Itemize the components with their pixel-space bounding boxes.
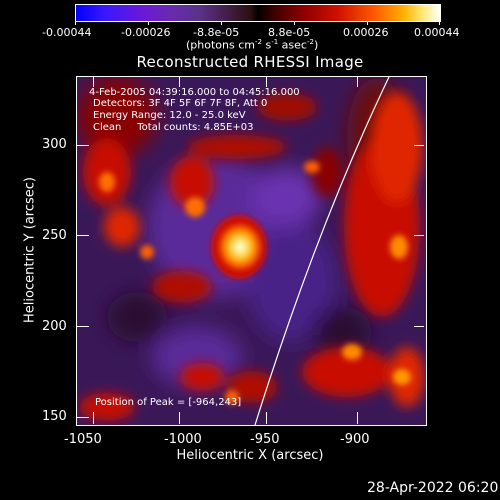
colorbar-tick bbox=[221, 21, 222, 25]
footer-timestamp: 28-Apr-2022 06:20 bbox=[367, 480, 499, 496]
units-prefix: (photons cm bbox=[186, 38, 255, 52]
colorbar-gradient bbox=[76, 5, 440, 21]
y-tick-label: 300 bbox=[42, 137, 67, 152]
y-tick bbox=[414, 145, 424, 146]
colorbar-tick-label: -8.8e-05 bbox=[193, 26, 240, 39]
colorbar-tick-label: 0.00044 bbox=[414, 26, 460, 39]
annotation-detectors: Detectors: 3F 4F 5F 6F 7F 8F, Att 0 bbox=[93, 98, 268, 109]
colorbar-tick-label: 8.8e-05 bbox=[268, 26, 311, 39]
x-tick bbox=[266, 77, 267, 87]
y-tick bbox=[77, 145, 89, 146]
y-tick bbox=[414, 235, 424, 236]
y-tick bbox=[77, 417, 89, 418]
annotation-clean: Clean Total counts: 4.85E+03 bbox=[93, 122, 254, 133]
units-sup: -2 bbox=[254, 38, 262, 46]
y-tick-label: 150 bbox=[42, 409, 67, 424]
rhessi-image bbox=[77, 77, 426, 425]
colorbar-tick-label: -0.00026 bbox=[121, 26, 171, 39]
units-sup: -1 bbox=[271, 38, 279, 46]
y-tick bbox=[77, 235, 89, 236]
units-end: asec bbox=[278, 38, 307, 52]
y-axis-label: Heliocentric Y (arcsec) bbox=[22, 177, 38, 323]
colorbar-tick-label: 0.00026 bbox=[343, 26, 389, 39]
y-tick bbox=[414, 326, 424, 327]
solar-limb bbox=[254, 77, 390, 425]
x-tick-label: -1050 bbox=[64, 432, 102, 447]
annotation-peak: Position of Peak = [-964,243] bbox=[95, 397, 242, 408]
x-tick bbox=[357, 77, 358, 87]
y-tick-label: 250 bbox=[42, 228, 67, 243]
colorbar-tick bbox=[75, 21, 76, 25]
y-tick bbox=[77, 326, 89, 327]
x-tick bbox=[93, 77, 94, 87]
x-tick-label: -1000 bbox=[164, 432, 202, 447]
units-sup: -2 bbox=[306, 38, 314, 46]
annotation-energy: Energy Range: 12.0 - 25.0 keV bbox=[93, 110, 246, 121]
colorbar-tick bbox=[148, 21, 149, 25]
x-tick bbox=[179, 412, 180, 424]
y-tick-label: 200 bbox=[42, 319, 67, 334]
units-close: ) bbox=[313, 38, 319, 52]
x-tick bbox=[179, 77, 180, 87]
colorbar-tick bbox=[439, 21, 440, 25]
x-tick bbox=[266, 412, 267, 424]
colorbar-tick bbox=[294, 21, 295, 25]
x-axis-label: Heliocentric X (arcsec) bbox=[176, 448, 324, 463]
x-tick-label: -900 bbox=[340, 432, 370, 447]
colorbar-units: (photons cm-2 s-1 asec-2) bbox=[186, 38, 318, 52]
x-tick bbox=[357, 412, 358, 424]
x-tick-label: -950 bbox=[250, 432, 280, 447]
colorbar-tick bbox=[367, 21, 368, 25]
colorbar bbox=[75, 4, 441, 22]
units-mid: s bbox=[261, 38, 272, 52]
image-plot: 4-Feb-2005 04:39:16.000 to 04:45:16.000 … bbox=[76, 76, 427, 426]
plot-title: Reconstructed RHESSI Image bbox=[136, 53, 364, 71]
colorbar-tick-label: -0.00044 bbox=[42, 26, 92, 39]
annotation-time: 4-Feb-2005 04:39:16.000 to 04:45:16.000 bbox=[89, 87, 300, 98]
x-tick bbox=[93, 412, 94, 424]
